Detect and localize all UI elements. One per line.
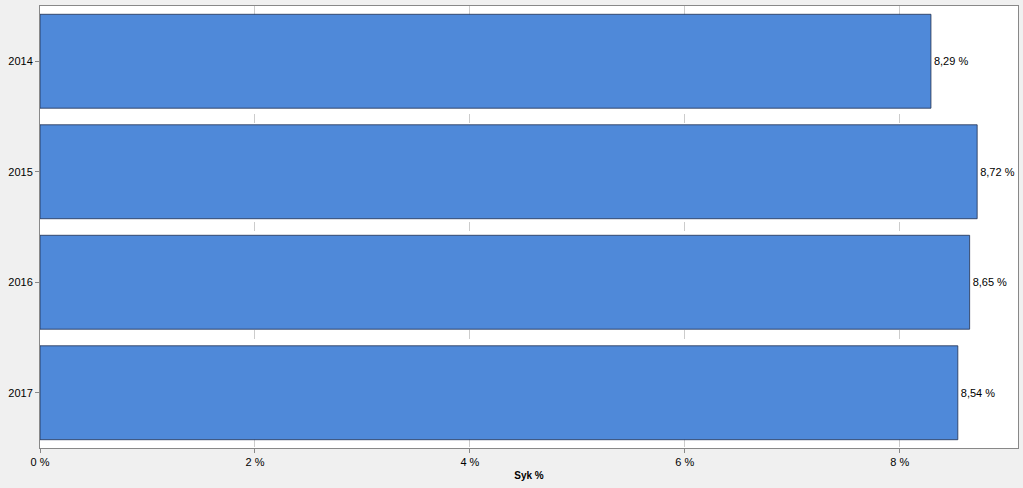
svg-text:0 %: 0 %	[31, 456, 50, 468]
svg-text:8,72 %: 8,72 %	[980, 166, 1014, 178]
svg-text:8,29 %: 8,29 %	[934, 55, 968, 67]
svg-text:Syk %: Syk %	[514, 470, 544, 481]
svg-text:8 %: 8 %	[890, 456, 909, 468]
svg-text:6 %: 6 %	[675, 456, 694, 468]
svg-text:4 %: 4 %	[460, 456, 479, 468]
svg-text:2015: 2015	[8, 166, 32, 178]
svg-text:8,65 %: 8,65 %	[973, 276, 1007, 288]
svg-text:2 %: 2 %	[245, 456, 264, 468]
svg-text:8,54 %: 8,54 %	[961, 387, 995, 399]
svg-text:2016: 2016	[8, 276, 32, 288]
svg-text:2014: 2014	[8, 55, 32, 67]
svg-text:2017: 2017	[8, 387, 32, 399]
